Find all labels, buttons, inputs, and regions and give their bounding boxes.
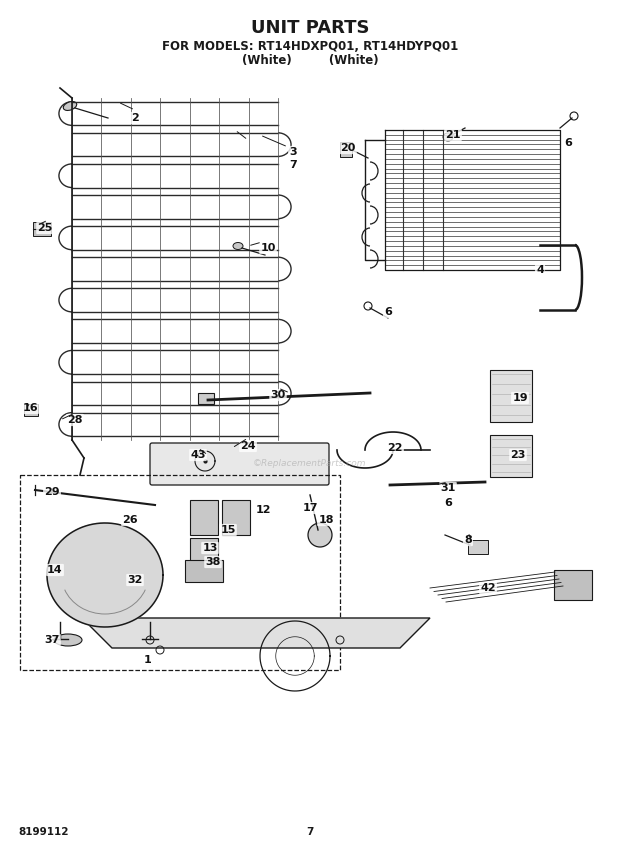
Bar — [24, 404, 38, 416]
Text: 4: 4 — [536, 265, 544, 275]
Text: 26: 26 — [122, 515, 138, 525]
Text: (White)         (White): (White) (White) — [242, 54, 378, 67]
Text: 29: 29 — [44, 487, 60, 497]
Text: 42: 42 — [480, 583, 496, 593]
Text: 23: 23 — [510, 450, 526, 460]
Bar — [190, 538, 218, 568]
Text: 6: 6 — [564, 138, 572, 148]
Bar — [490, 435, 532, 477]
Bar — [490, 370, 532, 422]
Text: 25: 25 — [37, 223, 53, 233]
Text: 31: 31 — [440, 483, 456, 493]
Text: 21: 21 — [445, 130, 461, 140]
Circle shape — [308, 523, 332, 547]
Bar — [468, 540, 488, 554]
Bar — [190, 500, 218, 535]
Text: 7: 7 — [289, 160, 297, 170]
Text: 7: 7 — [306, 827, 314, 837]
Ellipse shape — [63, 102, 77, 110]
Bar — [340, 142, 352, 157]
Text: UNIT PARTS: UNIT PARTS — [250, 19, 370, 37]
Bar — [33, 222, 51, 236]
Text: ©ReplacementParts.com: ©ReplacementParts.com — [253, 459, 367, 467]
Bar — [554, 570, 592, 600]
Text: FOR MODELS: RT14HDXPQ01, RT14HDYPQ01: FOR MODELS: RT14HDXPQ01, RT14HDYPQ01 — [162, 39, 458, 52]
Text: 28: 28 — [67, 415, 82, 425]
Text: 1: 1 — [144, 655, 152, 665]
Text: 12: 12 — [255, 505, 271, 515]
Text: 43: 43 — [190, 450, 206, 460]
Bar — [20, 475, 340, 670]
Text: 22: 22 — [388, 443, 403, 453]
Text: 24: 24 — [240, 441, 256, 451]
Bar — [185, 560, 223, 582]
Text: 6: 6 — [444, 498, 452, 508]
Ellipse shape — [233, 242, 243, 249]
Text: 18: 18 — [318, 515, 334, 525]
Text: 20: 20 — [340, 143, 356, 153]
Bar — [118, 572, 146, 592]
Text: 3: 3 — [289, 147, 297, 157]
Text: 15: 15 — [220, 525, 236, 535]
Text: 19: 19 — [512, 393, 528, 403]
Bar — [198, 393, 214, 404]
Text: 14: 14 — [47, 565, 63, 575]
Text: 10: 10 — [260, 243, 276, 253]
Polygon shape — [82, 618, 430, 648]
Text: 30: 30 — [270, 390, 286, 400]
Text: 16: 16 — [22, 403, 38, 413]
Text: 32: 32 — [127, 575, 143, 585]
Bar — [222, 500, 250, 535]
Text: 2: 2 — [131, 113, 139, 123]
FancyBboxPatch shape — [150, 443, 329, 485]
Text: 37: 37 — [44, 635, 60, 645]
Ellipse shape — [54, 634, 82, 646]
Text: 6: 6 — [384, 307, 392, 317]
Polygon shape — [47, 523, 163, 627]
Text: 13: 13 — [202, 543, 218, 553]
Text: 38: 38 — [205, 557, 221, 567]
Text: 17: 17 — [303, 503, 317, 513]
Text: 8: 8 — [464, 535, 472, 545]
Text: 8199112: 8199112 — [18, 827, 68, 837]
Ellipse shape — [443, 133, 453, 141]
